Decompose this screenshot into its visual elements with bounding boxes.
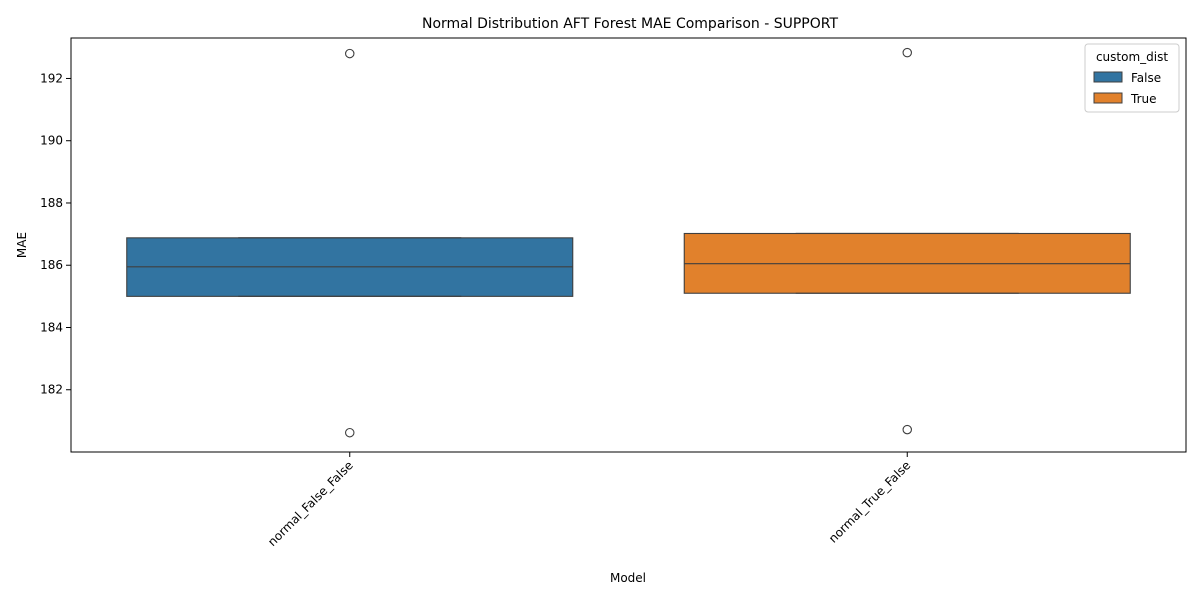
y-tick-label: 188 <box>40 196 63 210</box>
axes-frame <box>70 37 1187 453</box>
y-tick-label: 186 <box>40 258 63 272</box>
outlier-point <box>344 48 355 59</box>
chart-title: Normal Distribution AFT Forest MAE Compa… <box>422 16 839 32</box>
x-tick-label: normal_True_False <box>826 458 913 545</box>
legend-entry-label: True <box>1130 92 1157 106</box>
outlier-point <box>902 424 912 435</box>
plot-area: 182 184 186 188 190 192 normal_False_False norm… <box>40 37 1187 549</box>
outlier-point <box>344 427 355 438</box>
outlier-point <box>902 47 912 58</box>
legend-swatch-True <box>1093 92 1123 104</box>
y-axis-label: MAE <box>15 232 29 258</box>
x-tick-label: normal_False_False <box>265 458 356 549</box>
legend-entry-label: False <box>1131 71 1161 85</box>
y-tick-label: 182 <box>40 383 63 397</box>
legend: custom_dist False True <box>1084 43 1180 113</box>
y-tick-label: 184 <box>40 320 63 334</box>
y-tick-label: 190 <box>40 134 63 148</box>
legend-swatch-False <box>1093 71 1123 83</box>
legend-title: custom_dist <box>1096 50 1168 64</box>
y-tick-label: 192 <box>40 71 63 85</box>
x-axis-label: Model <box>610 571 646 585</box>
